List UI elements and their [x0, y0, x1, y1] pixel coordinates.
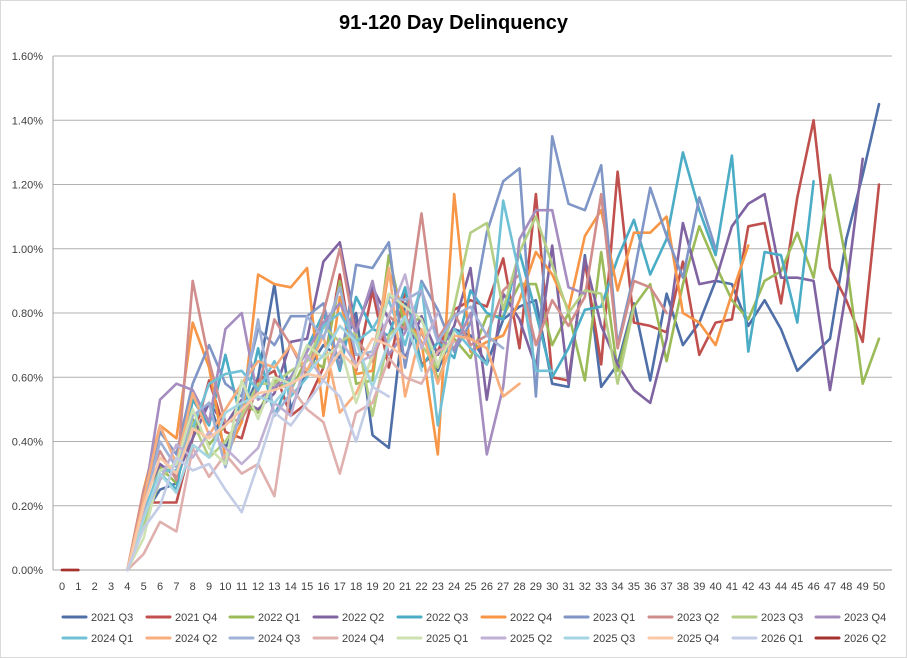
y-tick-label: 1.40% [12, 115, 43, 127]
x-tick-label: 30 [546, 581, 558, 593]
legend-label: 2025 Q4 [677, 633, 719, 645]
series-line [126, 273, 440, 572]
series-line [126, 379, 391, 572]
legend-label: 2023 Q3 [761, 612, 803, 624]
x-tick-label: 20 [383, 581, 395, 593]
y-tick-label: 0.20% [12, 501, 43, 513]
x-tick-label: 29 [530, 581, 542, 593]
legend-label: 2025 Q3 [593, 633, 635, 645]
x-tick-label: 34 [611, 581, 623, 593]
series-line [126, 135, 717, 572]
x-tick-label: 22 [415, 581, 427, 593]
legend-label: 2022 Q2 [342, 612, 384, 624]
y-tick-label: 0.00% [12, 565, 43, 577]
x-tick-label: 42 [742, 581, 754, 593]
series-line [126, 215, 636, 572]
x-tick-label: 39 [693, 581, 705, 593]
legend-label: 2024 Q1 [91, 633, 133, 645]
legend-label: 2025 Q1 [426, 633, 468, 645]
legend-label: 2025 Q2 [510, 633, 552, 645]
y-tick-label: 1.60% [12, 51, 43, 63]
x-tick-label: 49 [857, 581, 869, 593]
x-tick-label: 3 [108, 581, 114, 593]
x-tick-label: 43 [758, 581, 770, 593]
x-tick-label: 4 [124, 581, 130, 593]
x-tick-label: 9 [206, 581, 212, 593]
x-tick-label: 41 [726, 581, 738, 593]
series-line [126, 340, 456, 572]
x-tick-label: 38 [677, 581, 689, 593]
x-tick-label: 25 [464, 581, 476, 593]
x-tick-label: 8 [190, 581, 196, 593]
series-line [126, 337, 407, 572]
x-tick-label: 0 [59, 581, 65, 593]
x-tick-label: 47 [824, 581, 836, 593]
legend-label: 2026 Q2 [844, 633, 886, 645]
x-tick-label: 6 [157, 581, 163, 593]
legend-label: 2021 Q4 [175, 612, 217, 624]
x-tick-label: 19 [366, 581, 378, 593]
series-line [126, 314, 423, 572]
x-tick-label: 23 [432, 581, 444, 593]
legend-label: 2021 Q3 [91, 612, 133, 624]
y-tick-label: 0.60% [12, 372, 43, 384]
x-tick-label: 31 [562, 581, 574, 593]
y-tick-label: 0.80% [12, 308, 43, 320]
series-line [126, 286, 505, 572]
y-tick-label: 1.00% [12, 244, 43, 256]
series-line [126, 199, 554, 572]
legend-label: 2024 Q3 [258, 633, 300, 645]
x-tick-label: 1 [75, 581, 81, 593]
x-tick-label: 21 [399, 581, 411, 593]
legend-label: 2022 Q4 [510, 612, 552, 624]
x-tick-label: 36 [644, 581, 656, 593]
x-tick-label: 12 [252, 581, 264, 593]
x-tick-label: 18 [350, 581, 362, 593]
legend-label: 2024 Q4 [342, 633, 384, 645]
x-tick-label: 33 [595, 581, 607, 593]
x-tick-label: 10 [219, 581, 231, 593]
x-tick-label: 28 [513, 581, 525, 593]
x-tick-label: 45 [791, 581, 803, 593]
x-tick-label: 48 [840, 581, 852, 593]
x-tick-label: 5 [141, 581, 147, 593]
series-line [126, 102, 881, 572]
chart-title: 91-120 Day Delinquency [339, 12, 568, 34]
legend-label: 2023 Q2 [677, 612, 719, 624]
y-tick-label: 1.20% [12, 180, 43, 192]
x-tick-label: 24 [448, 581, 460, 593]
series-line [126, 208, 587, 572]
x-tick-label: 46 [808, 581, 820, 593]
legend-label: 2023 Q4 [844, 612, 886, 624]
x-tick-label: 37 [660, 581, 672, 593]
x-tick-label: 44 [775, 581, 787, 593]
x-tick-label: 17 [334, 581, 346, 593]
y-tick-label: 0.40% [12, 437, 43, 449]
x-tick-label: 13 [268, 581, 280, 593]
x-tick-label: 16 [317, 581, 329, 593]
x-tick-label: 7 [173, 581, 179, 593]
x-tick-label: 35 [628, 581, 640, 593]
legend-label: 2023 Q1 [593, 612, 635, 624]
x-tick-label: 40 [709, 581, 721, 593]
legend-label: 2022 Q1 [258, 612, 300, 624]
series-line [126, 151, 815, 572]
x-tick-label: 11 [236, 581, 247, 593]
x-tick-label: 50 [873, 581, 885, 593]
x-tick-label: 14 [285, 581, 297, 593]
legend-label: 2022 Q3 [426, 612, 468, 624]
x-tick-label: 27 [497, 581, 509, 593]
x-tick-label: 32 [579, 581, 591, 593]
legend-label: 2024 Q2 [175, 633, 217, 645]
x-tick-label: 15 [301, 581, 313, 593]
legend-label: 2026 Q1 [761, 633, 803, 645]
x-tick-label: 26 [481, 581, 493, 593]
x-tick-label: 2 [92, 581, 98, 593]
